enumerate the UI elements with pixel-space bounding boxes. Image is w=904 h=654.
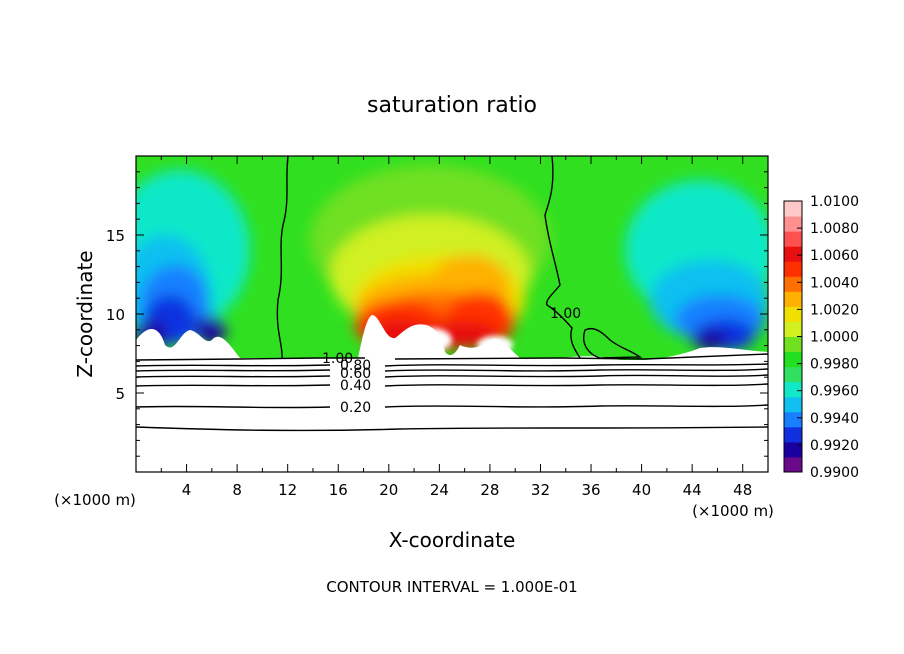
contour-label: 1.00: [322, 351, 353, 367]
colorbar-label: 0.9940: [810, 411, 859, 427]
colorbar-swatch: [784, 381, 802, 398]
contour-0-40: [135, 383, 769, 387]
colorbar-label: 0.9900: [810, 465, 859, 481]
colorbar-swatch: [784, 426, 802, 443]
x-tick-label: 36: [581, 481, 600, 499]
x-unit-right: (×1000 m): [692, 502, 774, 520]
contour-label: 0.80: [340, 358, 371, 374]
colorbar-swatch: [784, 351, 802, 368]
contour-interval-footer: CONTOUR INTERVAL = 1.000E-01: [326, 578, 577, 596]
contour-labels: 1.00 0.80 0.60 0.40 0.20 1.00: [322, 306, 581, 416]
contour-1-00-left-vertical: [276, 155, 289, 359]
x-tick-label: 48: [733, 481, 752, 499]
contour-1-00-base: [135, 353, 769, 361]
colorbar-swatch: [784, 306, 802, 322]
x-tick-label: 16: [329, 481, 348, 499]
colorbar-swatch: [784, 411, 802, 428]
colorbar-swatch: [784, 441, 802, 458]
colorbar-swatch: [784, 336, 802, 353]
x-tick-label: 40: [632, 481, 651, 499]
y-tick-label: 15: [106, 227, 125, 245]
x-tick-label: 20: [379, 481, 398, 499]
x-tick-label: 32: [531, 481, 550, 499]
colorbar-label: 1.0040: [810, 275, 859, 291]
colorbar-swatch: [784, 261, 802, 277]
colorbar-label: 1.0080: [810, 221, 859, 237]
x-tick-label: 44: [683, 481, 702, 499]
x-tick-label: 4: [182, 481, 192, 499]
contour-lines: [135, 155, 769, 432]
colorbar-label: 1.0020: [810, 302, 859, 318]
colorbar-label: 1.0060: [810, 248, 859, 264]
contour-label: 0.60: [340, 366, 371, 382]
contour-label: 1.00: [550, 306, 581, 322]
y-tick-label: 5: [115, 385, 125, 403]
colorbar-swatch: [784, 276, 802, 292]
contour-label: 0.40: [340, 378, 371, 394]
colorbar-swatch: [784, 291, 802, 307]
heatmap-field: [136, 156, 768, 472]
x-axis-label: X-coordinate: [389, 528, 516, 552]
colorbar-swatch: [784, 246, 802, 262]
contour-0-10: [135, 426, 769, 432]
contour-label: 0.20: [340, 400, 371, 416]
y-axis-label: Z-coordinate: [73, 250, 97, 377]
colorbar-swatch: [784, 321, 802, 337]
contour-0-20: [135, 404, 769, 409]
colorbar-labels: 1.0100 1.0080 1.0060 1.0040 1.0020 1.0000 0.99…: [810, 194, 859, 481]
colorbar-swatch: [784, 456, 802, 473]
colorbar-label: 0.9980: [810, 357, 859, 373]
y-tick-label: 10: [106, 306, 125, 324]
x-tick-label: 8: [232, 481, 242, 499]
contour-0-80: [135, 363, 769, 367]
x-tick-label: 12: [278, 481, 297, 499]
x-tick-label: 24: [430, 481, 449, 499]
contour-0-60: [135, 374, 769, 378]
colorbar-label: 1.0000: [810, 330, 859, 346]
contour-1-00-loop: [583, 328, 643, 359]
colorbar-swatch: [784, 231, 802, 247]
colorbar-label: 0.9920: [810, 438, 859, 454]
x-unit-left: (×1000 m): [54, 491, 136, 509]
colorbar-swatch: [784, 216, 802, 232]
x-axis-ticks: 4 8 12 16 20 24 28 32 36 40 44 48: [160, 156, 752, 499]
colorbar-label: 1.0100: [810, 194, 859, 210]
chart-title: saturation ratio: [367, 93, 537, 118]
colorbar-swatch: [784, 201, 802, 217]
colorbar-swatch: [784, 366, 802, 383]
contour-1-00-right-vertical: [544, 155, 581, 359]
x-tick-label: 28: [480, 481, 499, 499]
colorbar-label: 0.9960: [810, 384, 859, 400]
contour-0-70: [135, 368, 769, 372]
y-axis-ticks: 5 10 15: [106, 171, 768, 457]
colorbar: [783, 200, 803, 473]
colorbar-swatch: [784, 396, 802, 413]
